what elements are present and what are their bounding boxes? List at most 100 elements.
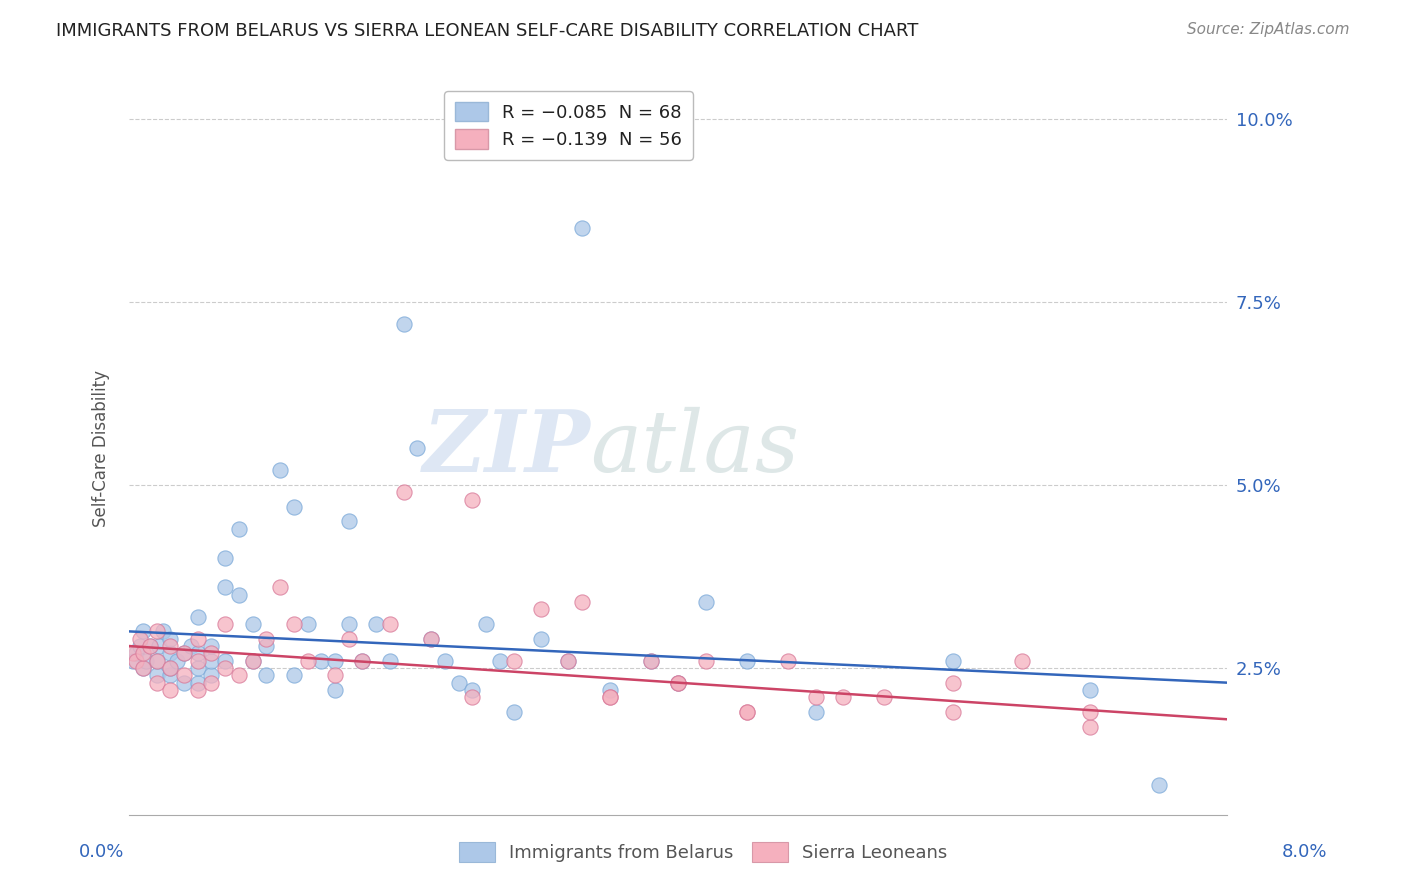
Point bbox=[214, 617, 236, 632]
Point bbox=[242, 654, 264, 668]
Point bbox=[132, 661, 155, 675]
Point bbox=[200, 654, 222, 668]
Point bbox=[530, 632, 553, 646]
Point bbox=[145, 654, 167, 668]
Point bbox=[145, 668, 167, 682]
Point bbox=[200, 668, 222, 682]
Point bbox=[378, 654, 401, 668]
Point bbox=[187, 646, 209, 660]
Point bbox=[125, 654, 148, 668]
Point bbox=[557, 654, 579, 668]
Point bbox=[125, 646, 148, 660]
Point bbox=[242, 617, 264, 632]
Point bbox=[406, 441, 429, 455]
Point bbox=[187, 661, 209, 675]
Point bbox=[337, 617, 360, 632]
Point bbox=[942, 654, 965, 668]
Point bbox=[735, 705, 758, 719]
Point bbox=[461, 690, 484, 705]
Point bbox=[640, 654, 662, 668]
Point bbox=[1147, 778, 1170, 792]
Point bbox=[735, 705, 758, 719]
Point bbox=[942, 705, 965, 719]
Point bbox=[666, 675, 689, 690]
Point bbox=[502, 654, 524, 668]
Point bbox=[666, 675, 689, 690]
Point bbox=[187, 683, 209, 698]
Point bbox=[695, 654, 717, 668]
Point bbox=[173, 646, 195, 660]
Point bbox=[530, 602, 553, 616]
Point bbox=[214, 581, 236, 595]
Point bbox=[254, 668, 277, 682]
Point bbox=[1078, 720, 1101, 734]
Point bbox=[269, 463, 291, 477]
Point bbox=[502, 705, 524, 719]
Point bbox=[132, 624, 155, 639]
Point bbox=[129, 639, 152, 653]
Text: atlas: atlas bbox=[591, 407, 800, 490]
Point bbox=[420, 632, 443, 646]
Point bbox=[132, 646, 155, 660]
Point bbox=[138, 639, 160, 653]
Point bbox=[804, 690, 827, 705]
Point bbox=[152, 624, 174, 639]
Point bbox=[159, 668, 181, 682]
Point bbox=[392, 485, 415, 500]
Point bbox=[200, 675, 222, 690]
Point bbox=[571, 595, 593, 609]
Point bbox=[599, 690, 621, 705]
Point bbox=[420, 632, 443, 646]
Y-axis label: Self-Care Disability: Self-Care Disability bbox=[93, 369, 110, 527]
Point bbox=[475, 617, 498, 632]
Point bbox=[214, 661, 236, 675]
Point bbox=[337, 515, 360, 529]
Point bbox=[873, 690, 896, 705]
Text: Source: ZipAtlas.com: Source: ZipAtlas.com bbox=[1187, 22, 1350, 37]
Point bbox=[283, 500, 305, 514]
Point bbox=[323, 668, 346, 682]
Point bbox=[378, 617, 401, 632]
Point bbox=[138, 639, 160, 653]
Point bbox=[180, 639, 202, 653]
Point bbox=[461, 683, 484, 698]
Point bbox=[132, 661, 155, 675]
Point bbox=[695, 595, 717, 609]
Text: 0.0%: 0.0% bbox=[79, 843, 124, 861]
Point bbox=[159, 661, 181, 675]
Point bbox=[1011, 654, 1033, 668]
Point bbox=[159, 661, 181, 675]
Point bbox=[145, 675, 167, 690]
Point bbox=[187, 654, 209, 668]
Point bbox=[254, 639, 277, 653]
Point bbox=[599, 690, 621, 705]
Point bbox=[1078, 683, 1101, 698]
Point bbox=[200, 639, 222, 653]
Point bbox=[187, 675, 209, 690]
Point bbox=[214, 654, 236, 668]
Point bbox=[135, 654, 157, 668]
Point bbox=[122, 646, 145, 660]
Point bbox=[666, 675, 689, 690]
Point bbox=[337, 632, 360, 646]
Point bbox=[159, 646, 181, 660]
Point bbox=[159, 639, 181, 653]
Point bbox=[159, 632, 181, 646]
Point bbox=[447, 675, 470, 690]
Point bbox=[269, 581, 291, 595]
Point bbox=[488, 654, 510, 668]
Point bbox=[1078, 705, 1101, 719]
Point bbox=[145, 654, 167, 668]
Point bbox=[173, 675, 195, 690]
Point bbox=[352, 654, 374, 668]
Text: IMMIGRANTS FROM BELARUS VS SIERRA LEONEAN SELF-CARE DISABILITY CORRELATION CHART: IMMIGRANTS FROM BELARUS VS SIERRA LEONEA… bbox=[56, 22, 918, 40]
Point bbox=[366, 617, 388, 632]
Point bbox=[297, 654, 319, 668]
Point bbox=[778, 654, 800, 668]
Legend: Immigrants from Belarus, Sierra Leoneans: Immigrants from Belarus, Sierra Leoneans bbox=[451, 835, 955, 870]
Point bbox=[804, 705, 827, 719]
Point bbox=[735, 654, 758, 668]
Point bbox=[323, 654, 346, 668]
Point bbox=[311, 654, 333, 668]
Point bbox=[283, 668, 305, 682]
